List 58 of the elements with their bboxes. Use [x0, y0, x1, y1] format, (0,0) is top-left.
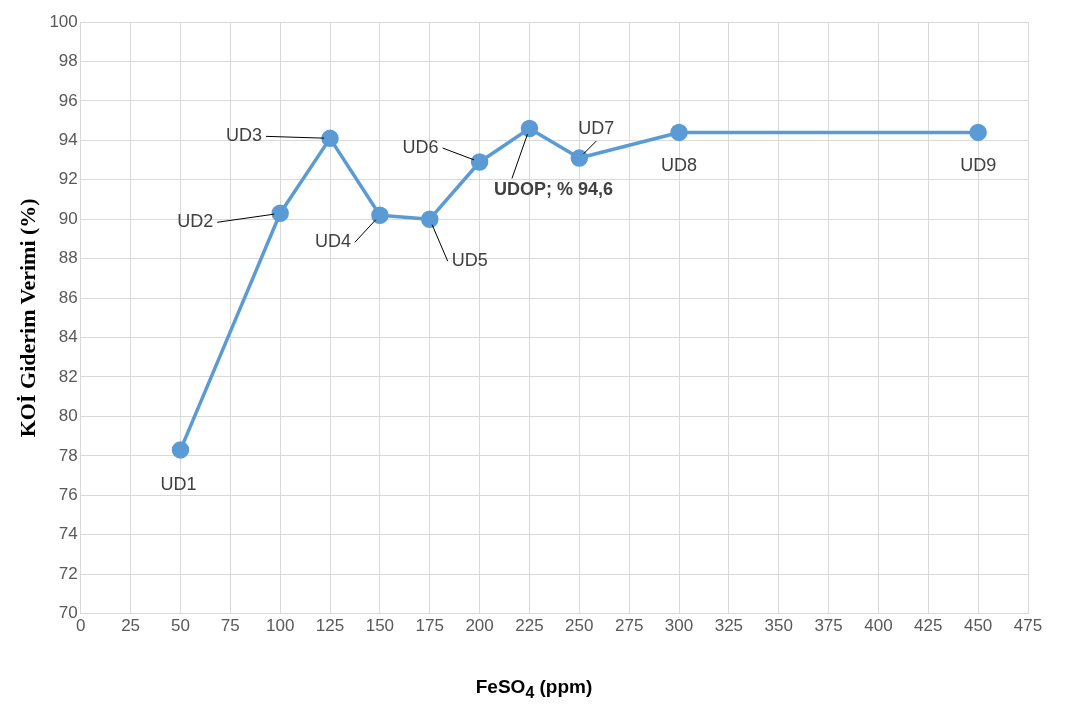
point	[520, 119, 539, 138]
annotation: UD1	[160, 473, 197, 494]
annotation: UD3	[226, 125, 263, 146]
x-tick-label: 100	[265, 616, 295, 636]
x-tick-label: 450	[963, 616, 993, 636]
y-tick-label: 96	[58, 90, 78, 110]
x-tick-label: 75	[220, 616, 240, 636]
point	[421, 210, 439, 228]
x-tick-label: 350	[764, 616, 793, 636]
y-tick-label: 86	[58, 287, 78, 307]
annotation: UD5	[451, 250, 488, 271]
y-tick-label: 76	[58, 484, 78, 504]
x-tick-label: 300	[664, 616, 694, 636]
y-tick-label: 98	[58, 51, 78, 71]
point	[371, 206, 389, 225]
y-tick-label: 74	[58, 524, 78, 544]
x-tick-label: 475	[1013, 616, 1043, 636]
point	[470, 153, 489, 171]
x-tick-label: 125	[315, 616, 345, 636]
point	[969, 123, 987, 142]
x-tick-label: 150	[365, 616, 395, 636]
annotation: UD2	[177, 211, 214, 232]
x-axis-title: FeSO$_{4}$ (ppm)	[474, 676, 594, 702]
point	[271, 204, 289, 223]
x-tick-label: 400	[864, 616, 893, 636]
x-tick-label: 50	[171, 616, 190, 636]
x-tick-label: 25	[121, 616, 141, 636]
x-tick-label: 175	[415, 616, 444, 636]
annotation: UD7	[578, 118, 615, 139]
x-tick-label: 200	[465, 616, 494, 636]
annotation: UD9	[960, 155, 997, 176]
y-tick-label: 82	[58, 366, 78, 386]
x-tick-label: 225	[515, 616, 544, 636]
y-tick-label: 88	[58, 248, 78, 268]
y-tick-label: 78	[58, 445, 78, 465]
y-tick-label: 94	[58, 130, 78, 150]
x-tick-label: 275	[614, 616, 644, 636]
annotation: UD6	[402, 136, 439, 157]
y-tick-label: 90	[58, 208, 78, 228]
x-tick-label: 375	[814, 616, 843, 636]
x-tick-label: 425	[914, 616, 943, 636]
point	[171, 441, 190, 459]
y-tick-label: 100	[49, 11, 78, 31]
annotation: UD8	[661, 155, 698, 176]
y-tick-label: 92	[58, 169, 78, 189]
annotation: UD4	[314, 231, 351, 252]
y-tick-label: 70	[58, 603, 78, 623]
y-tick-label: 80	[58, 406, 78, 426]
y-tick-label: 72	[58, 563, 78, 583]
point	[570, 149, 589, 167]
annotation: UDOP; % 94,6	[493, 179, 613, 200]
y-axis-title: KOİ Giderim Verimi (%)	[14, 198, 40, 438]
x-tick-label: 250	[565, 616, 594, 636]
point	[321, 129, 339, 148]
x-tick-label: 325	[714, 616, 744, 636]
point	[670, 123, 688, 142]
x-tick-label: 0	[76, 616, 86, 636]
y-tick-label: 84	[58, 327, 78, 347]
